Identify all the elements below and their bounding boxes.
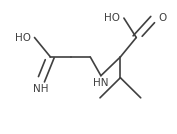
Text: HO: HO (15, 33, 31, 42)
Text: HO: HO (104, 13, 120, 23)
Text: NH: NH (33, 84, 48, 94)
Text: HN: HN (93, 78, 109, 88)
Text: O: O (159, 13, 167, 23)
